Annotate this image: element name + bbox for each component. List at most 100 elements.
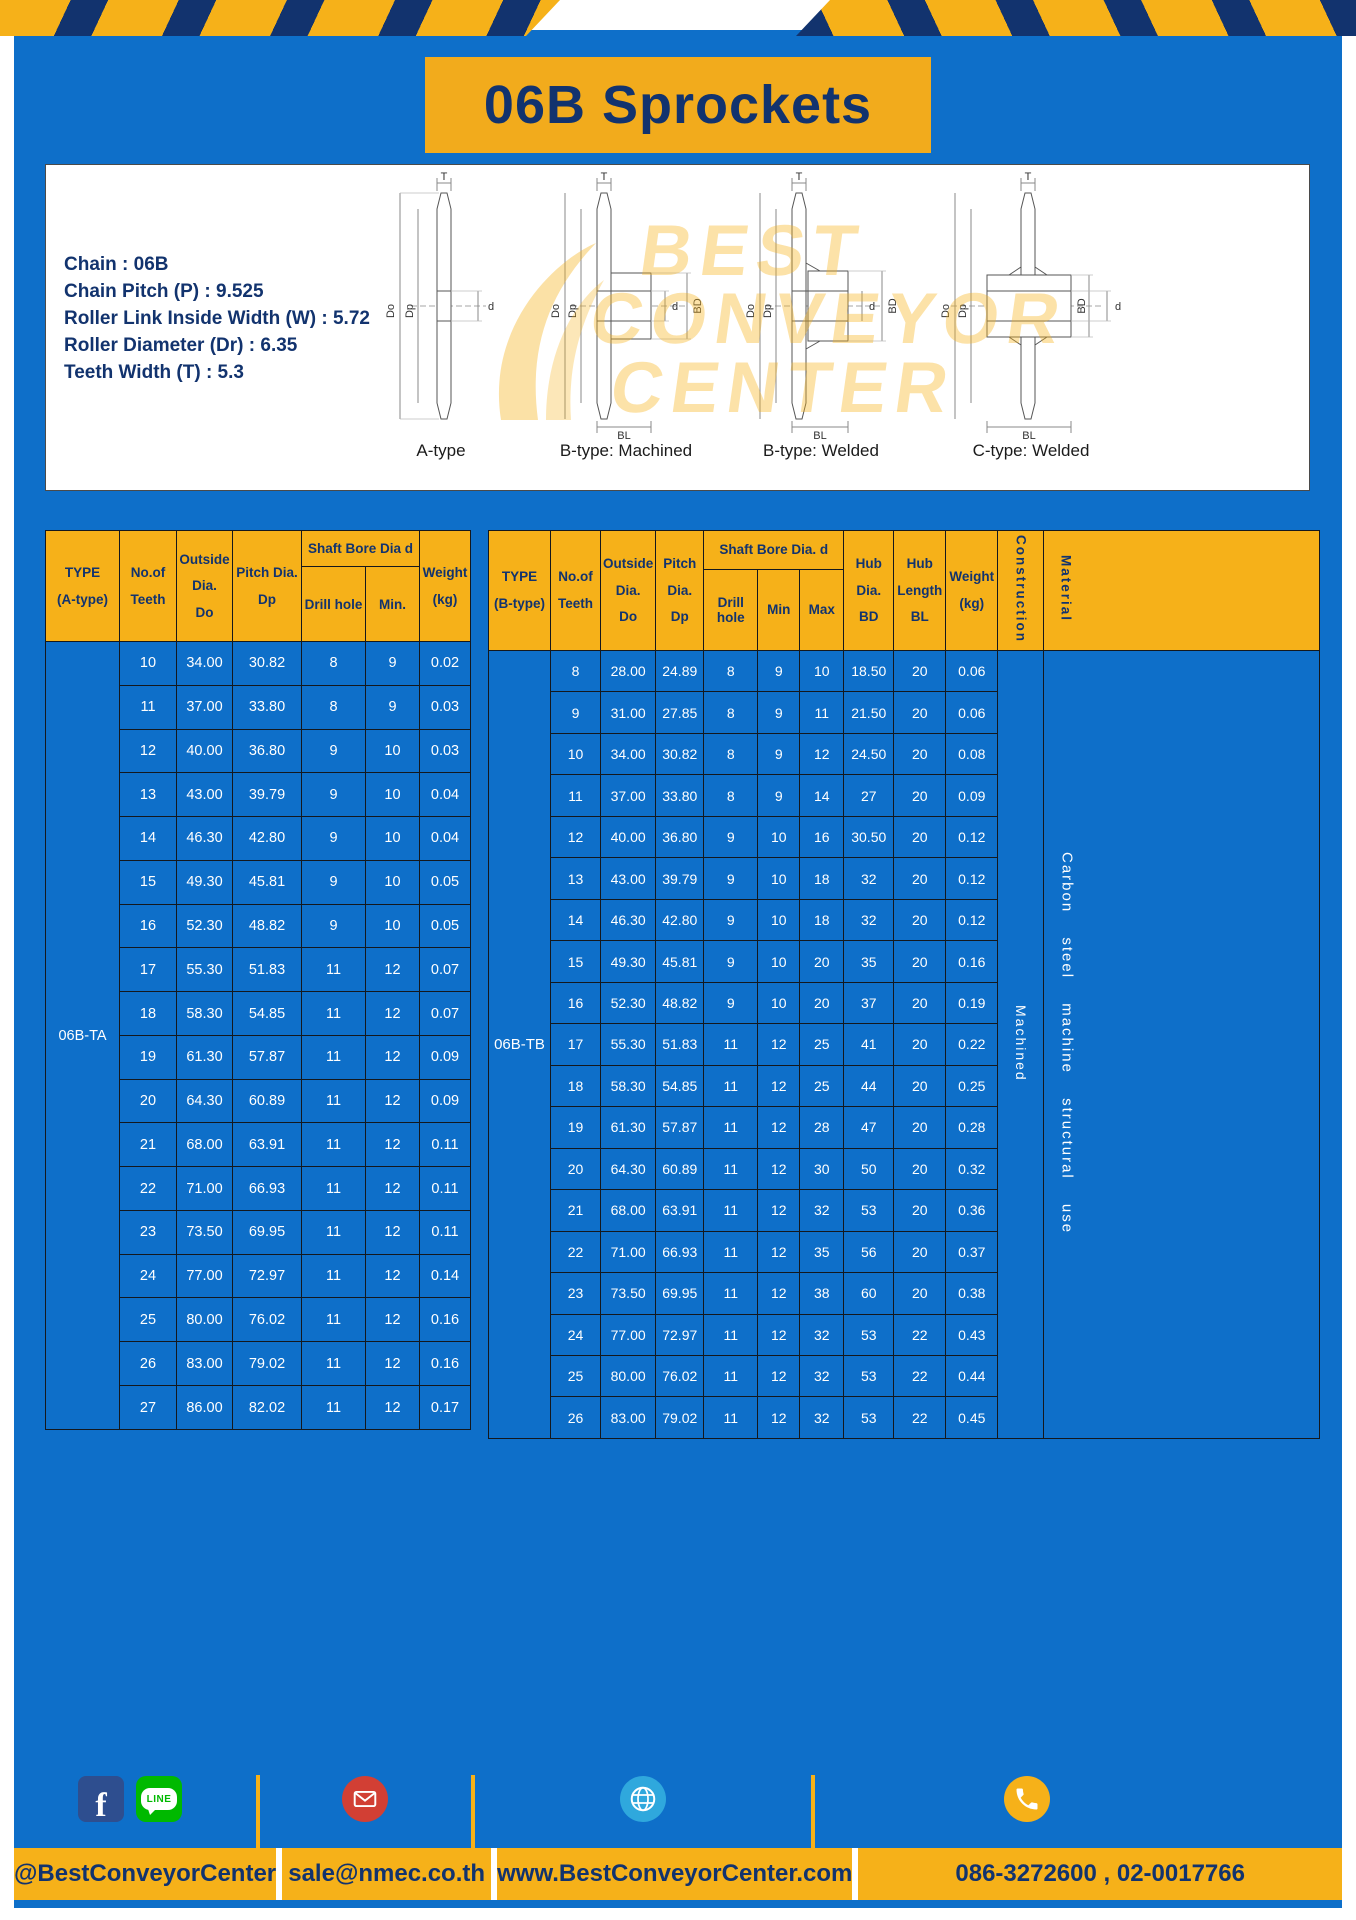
table-cell: 80.00 <box>176 1297 233 1343</box>
table-row: 18 58.30 54.85 11 12 0.07 <box>46 991 471 1036</box>
diagram-b-type-machined: T Do Dp d BD BL B-type: <box>541 171 711 461</box>
svg-text:BD: BD <box>692 298 704 313</box>
table-cell: 8 <box>301 641 366 686</box>
table-cell: 12 <box>365 1341 420 1387</box>
col-header-shaft-bore-group: Shaft Bore Dia d <box>301 530 420 567</box>
col-header-min: Min. <box>365 566 420 642</box>
table-cell: 76.02 <box>655 1354 705 1398</box>
table-cell: 39.79 <box>655 857 705 900</box>
table-cell: 53 <box>843 1396 895 1439</box>
table-row: 10 34.00 30.82 8 9 12 24.50 20 0.08 <box>489 732 1320 776</box>
table-cell: 8 <box>703 774 759 817</box>
table-cell: 12 <box>757 1106 801 1149</box>
table-cell: 12 <box>757 1064 801 1108</box>
table-cell: 9 <box>301 859 366 905</box>
table-cell: 0.37 <box>945 1230 999 1274</box>
phone-icon[interactable] <box>1004 1776 1050 1822</box>
table-cell: 40.00 <box>176 728 233 774</box>
table-cell: 11 <box>703 1396 759 1439</box>
table-cell: 0.43 <box>945 1313 999 1356</box>
table-cell: 38 <box>799 1272 845 1315</box>
line-icon[interactable]: LINE <box>136 1776 182 1822</box>
table-cell: 32 <box>799 1396 845 1439</box>
table-cell: 9 <box>703 857 759 900</box>
header-line: Construction <box>1013 535 1029 643</box>
table-cell: 63.91 <box>232 1122 302 1168</box>
table-cell: 60.89 <box>655 1147 705 1191</box>
table-cell: 0.09 <box>419 1078 471 1124</box>
table-cell: 58.30 <box>599 1064 657 1108</box>
table-cell: 11 <box>301 1341 366 1387</box>
table-cell: 48.82 <box>232 903 302 949</box>
table-cell: 37 <box>843 981 895 1025</box>
table-cell: 54.85 <box>655 1064 705 1108</box>
table-cell: 0.06 <box>945 649 999 693</box>
table-cell: 17 <box>119 947 177 993</box>
table-cell: 46.30 <box>176 816 233 861</box>
diagram-b-type-welded: T Do Dp d BD BL B-type: Welded <box>736 171 906 461</box>
table-cell: 0.08 <box>945 732 999 776</box>
table-cell: 20 <box>893 1106 947 1149</box>
svg-text:Do: Do <box>940 304 952 318</box>
type-b-label: 06B-TB <box>488 650 551 1439</box>
header-line: Dia. <box>192 578 217 594</box>
globe-icon[interactable] <box>620 1776 666 1822</box>
table-cell: 26 <box>119 1341 177 1387</box>
table-cell: 35 <box>799 1230 845 1274</box>
table-cell: 0.07 <box>419 947 471 993</box>
social-handle[interactable]: @BestConveyorCenter <box>14 1848 277 1900</box>
table-cell: 57.87 <box>655 1106 705 1149</box>
table-cell: 77.00 <box>176 1253 233 1299</box>
col-header-material: Material <box>1043 530 1321 651</box>
header-line: Hub <box>855 556 882 572</box>
table-cell: 10 <box>757 898 801 942</box>
table-cell: 20 <box>893 898 947 942</box>
website-url[interactable]: www.BestConveyorCenter.com <box>497 1848 853 1900</box>
table-cell: 73.50 <box>176 1209 233 1255</box>
table-cell: 83.00 <box>176 1341 233 1387</box>
table-cell: 0.12 <box>945 815 999 859</box>
table-row: 11 37.00 33.80 8 9 0.03 <box>46 684 471 730</box>
table-cell: 18 <box>799 898 845 942</box>
col-header-hub-dia: Hub Dia. BD <box>843 530 895 651</box>
facebook-icon[interactable]: f <box>78 1776 124 1822</box>
table-cell: 11 <box>301 1078 366 1124</box>
table-row: 27 86.00 82.02 11 12 0.17 <box>46 1385 471 1430</box>
table-cell: 18 <box>799 857 845 900</box>
email-icon[interactable] <box>342 1776 388 1822</box>
table-cell: 12 <box>757 1023 801 1066</box>
header-line: (B-type) <box>494 596 545 611</box>
table-cell: 45.81 <box>232 859 302 905</box>
phone-numbers[interactable]: 086-3272600 , 02-0017766 <box>858 1848 1342 1900</box>
header-line: Hub <box>906 556 933 572</box>
table-row: 06B-TB 8 28.00 24.89 8 9 10 18.50 20 0.06 Machined… <box>488 649 1321 1439</box>
table-cell: 20 <box>799 981 845 1025</box>
col-header-pitch-dia: Pitch Dia. Dp <box>655 530 705 651</box>
table-cell: 32 <box>843 898 895 942</box>
table-cell: 11 <box>119 684 177 730</box>
header-line: (kg) <box>432 591 458 607</box>
header-line: No.of <box>130 564 166 580</box>
svg-text:BL: BL <box>813 430 826 441</box>
table-cell: 0.02 <box>419 641 471 686</box>
table-cell: 11 <box>301 1209 366 1255</box>
email-address[interactable]: sale@nmec.co.th <box>282 1848 492 1900</box>
table-cell: 10 <box>365 903 420 949</box>
table-cell: 69.95 <box>655 1272 705 1315</box>
header-line: Dp <box>258 591 276 607</box>
spec-line: Roller Link Inside Width (W) : 5.72 <box>64 308 370 329</box>
table-cell: 11 <box>703 1189 759 1232</box>
table-cell: 10 <box>757 815 801 859</box>
header-line: Outside <box>179 551 230 567</box>
line-label: LINE <box>146 1793 172 1805</box>
table-cell: 30 <box>799 1147 845 1191</box>
table-cell: 49.30 <box>176 859 233 905</box>
table-row: 18 58.30 54.85 11 12 25 44 20 0.25 <box>489 1064 1320 1108</box>
table-cell: 0.17 <box>419 1385 471 1430</box>
table-row: 19 61.30 57.87 11 12 28 47 20 0.28 <box>489 1106 1320 1149</box>
table-cell: 61.30 <box>599 1106 657 1149</box>
table-cell: 64.30 <box>176 1078 233 1124</box>
table-cell: 9 <box>301 816 366 861</box>
table-row: 19 61.30 57.87 11 12 0.09 <box>46 1034 471 1080</box>
table-cell: 52.30 <box>599 981 657 1025</box>
